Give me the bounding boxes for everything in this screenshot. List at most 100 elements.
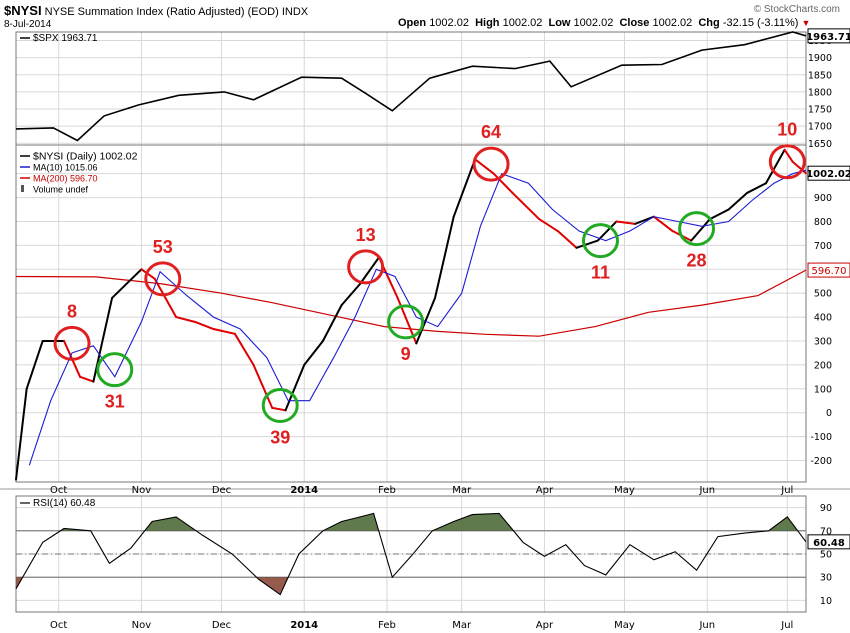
x-tick-label-bottom: Mar — [452, 620, 472, 631]
annotation-circle-red — [347, 249, 385, 285]
ma200-series — [15, 269, 807, 337]
ma200-last-value: 596.70 — [812, 266, 847, 277]
y-tick-label: 900 — [814, 193, 832, 204]
annotation-label: 8 — [67, 301, 77, 321]
ohlc-readout: Open 1002.02 High 1002.02 Low 1002.02 Cl… — [398, 17, 810, 29]
x-tick-label-bottom: Nov — [132, 620, 152, 631]
annotation-label: 13 — [356, 225, 376, 245]
nysi-legend-label: MA(10) 1015.06 — [33, 163, 98, 173]
y-tick-label: 1850 — [808, 70, 832, 81]
x-tick-label-bottom: May — [614, 620, 635, 631]
y-tick-label: 70 — [820, 526, 832, 537]
grid-lines — [16, 32, 806, 612]
chart-date: 8-Jul-2014 — [4, 19, 52, 30]
x-tick-label-top: Feb — [378, 485, 396, 496]
panel-frames — [0, 31, 850, 613]
nysi-legend-label: $NYSI (Daily) 1002.02 — [33, 151, 138, 163]
nysi-segment — [25, 339, 44, 390]
close-label: Close — [619, 17, 650, 29]
ma200-last-box — [807, 262, 850, 278]
nysi-segment — [284, 363, 306, 412]
ma10-line — [28, 169, 807, 466]
legends: $SPX 1963.71 $NYSI (Daily) 1002.02MA(10) … — [20, 33, 138, 509]
y-tick-label: 30 — [820, 573, 832, 584]
chart-header: $NYSI NYSE Summation Index (Ratio Adjust… — [4, 3, 308, 18]
y-tick-label: 400 — [814, 313, 832, 324]
annotation-circle-red — [144, 261, 182, 297]
x-tick-label-top: Nov — [132, 485, 152, 496]
rsi-line — [15, 512, 807, 596]
down-triangle-icon: ▼ — [801, 18, 811, 28]
index-name: NYSE Summation Index (Ratio Adjusted) (E… — [44, 6, 279, 18]
spx-legend-label: $SPX 1963.71 — [33, 33, 98, 44]
rsi-last-value: 60.48 — [813, 538, 845, 549]
y-tick-label: 1750 — [808, 105, 832, 116]
nysi-segment — [434, 215, 455, 299]
nysi-segment — [690, 218, 711, 242]
y-tick-label: 10 — [820, 596, 832, 607]
x-tick-label-top: 2014 — [290, 485, 318, 496]
nysi-segment — [474, 158, 495, 175]
nysi-segment — [140, 268, 156, 280]
volume-legend-swatch — [21, 185, 24, 192]
x-tick-label-bottom: Dec — [212, 620, 231, 631]
ma10-series — [28, 169, 807, 466]
y-tick-label: 1700 — [808, 122, 832, 133]
nysi-segment — [575, 239, 599, 249]
x-tick-label-top: Oct — [50, 485, 67, 496]
spx-series — [15, 31, 807, 142]
y-tick-label: 1800 — [808, 87, 832, 98]
nysi-segment — [791, 160, 807, 175]
nysi-series — [15, 148, 807, 481]
nysi-segment — [321, 304, 343, 342]
nysi-segment — [708, 208, 730, 221]
rsi-legend-label: RSI(14) 60.48 — [33, 498, 96, 509]
x-tick-label-top: Mar — [452, 485, 472, 496]
y-tick-label: 300 — [814, 336, 832, 347]
annotation-circle-green — [96, 352, 134, 388]
rsi-last-value-box — [807, 534, 850, 550]
y-tick-label: 1900 — [808, 53, 832, 64]
x-tick-label-bottom: Feb — [378, 620, 396, 631]
annotation-label: 31 — [105, 392, 125, 412]
low-label: Low — [548, 17, 571, 29]
rsi-panel-frame — [15, 495, 807, 613]
chg-value: -32.15 (-3.11%) — [722, 17, 799, 29]
nysi-segment — [340, 282, 362, 307]
nysi-segment — [727, 191, 749, 211]
nysi-last-value: 1002.02 — [806, 169, 850, 180]
nysi-segment — [538, 218, 559, 233]
nysi-segment — [193, 320, 215, 331]
x-tick-label-bottom: Jun — [698, 620, 715, 631]
nysi-segment — [359, 256, 380, 285]
annotation-circle-green — [678, 211, 716, 247]
nysi-segment — [746, 182, 767, 194]
nysi-segment — [556, 230, 578, 249]
nysi-segment — [764, 148, 786, 185]
y-tick-label: 800 — [814, 217, 832, 228]
y-tick-label: 50 — [820, 550, 832, 561]
y-tick-label: 0 — [826, 408, 832, 419]
annotations: 8 31 53 39 13 9 64 11 28 10 — [53, 120, 806, 448]
rsi-series — [15, 512, 807, 596]
y-tick-label: 500 — [814, 289, 832, 300]
nysi-segment — [652, 215, 674, 233]
annotation-circle-green — [581, 223, 619, 259]
nysi-segment — [596, 220, 618, 242]
nysi-last-value-box — [807, 165, 850, 181]
low-value: 1002.02 — [573, 17, 614, 29]
annotation-label: 9 — [401, 344, 411, 364]
nysi-segment — [452, 158, 477, 218]
annotation-label: 39 — [270, 428, 290, 448]
high-label: High — [475, 17, 500, 29]
rsi-oversold-fill — [16, 577, 289, 595]
nysi-segment — [15, 387, 28, 481]
nysi-segment — [175, 316, 196, 323]
x-tick-label-top: Jun — [698, 485, 715, 496]
spx-last-value-box — [807, 28, 850, 44]
annotation-circle-red — [768, 144, 806, 180]
ticker-symbol: $NYSI — [4, 3, 42, 18]
high-value: 1002.02 — [502, 17, 543, 29]
nysi-segment — [252, 363, 274, 409]
